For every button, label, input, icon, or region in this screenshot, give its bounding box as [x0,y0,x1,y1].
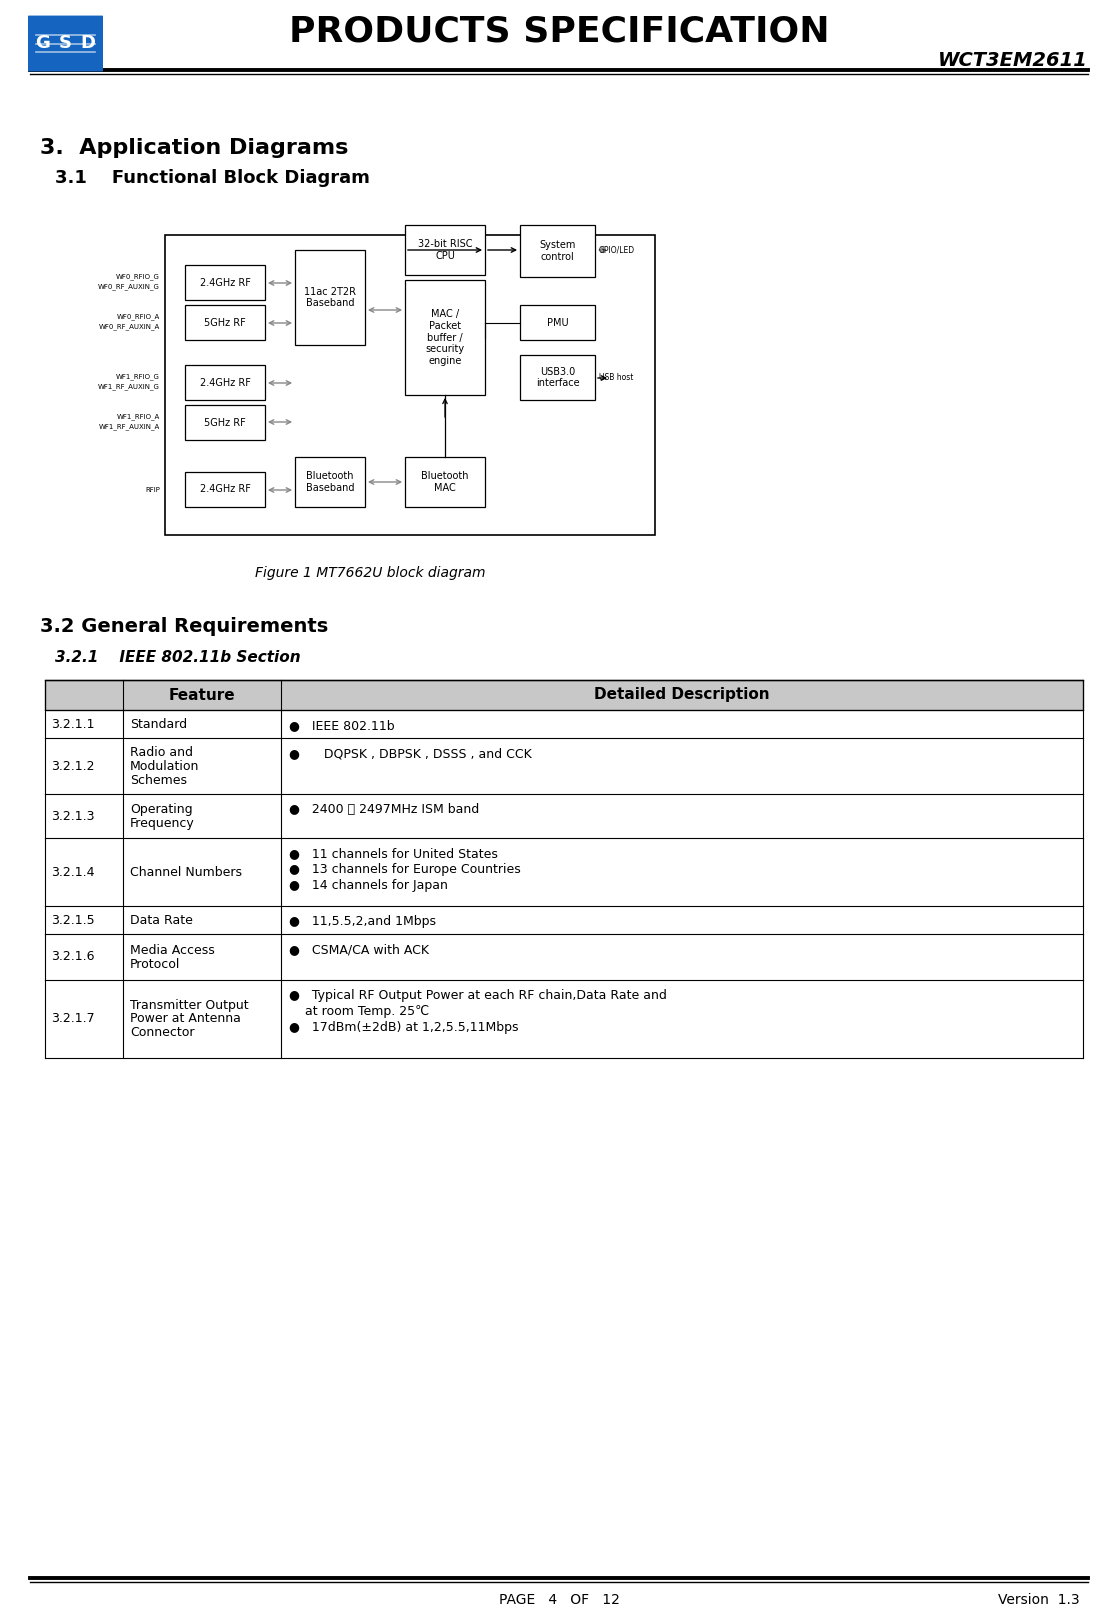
Bar [184,365,265,400]
Text: 5GHz RF: 5GHz RF [205,318,246,327]
Text: at room Temp. 25℃: at room Temp. 25℃ [288,1005,429,1018]
Bar [184,405,265,439]
Bar [184,472,265,507]
Bar [184,305,265,340]
Text: RFIP: RFIP [145,486,160,493]
Text: Power at Antenna: Power at Antenna [130,1013,240,1026]
Text: WF0_RFIO_G: WF0_RFIO_G [116,274,160,280]
Text: Transmitter Output: Transmitter Output [130,999,248,1012]
Text: USB3.0
interface: USB3.0 interface [536,366,579,389]
Text: Connector: Connector [130,1026,195,1039]
Bar [405,225,485,276]
Text: ●   11 channels for United States: ● 11 channels for United States [288,848,498,861]
Text: PAGE   4   OF   12: PAGE 4 OF 12 [499,1593,619,1606]
Text: 2.4GHz RF: 2.4GHz RF [199,378,250,387]
Text: Feature: Feature [169,687,235,702]
Text: 3.2.1    IEEE 802.11b Section: 3.2.1 IEEE 802.11b Section [55,650,301,666]
Bar [165,235,655,535]
Text: ●   CSMA/CA with ACK: ● CSMA/CA with ACK [288,943,429,956]
Bar [405,457,485,507]
Text: WF1_RFIO_A: WF1_RFIO_A [116,413,160,420]
Bar [45,679,1083,710]
Text: PRODUCTS SPECIFICATION: PRODUCTS SPECIFICATION [288,15,830,49]
Text: Figure 1 MT7662U block diagram: Figure 1 MT7662U block diagram [255,566,485,580]
Text: Bluetooth
Baseband: Bluetooth Baseband [305,472,354,493]
Bar [520,305,595,340]
Text: Version  1.3: Version 1.3 [998,1593,1080,1606]
Text: G: G [36,34,50,52]
Text: ●   11,5.5,2,and 1Mbps: ● 11,5.5,2,and 1Mbps [288,914,436,927]
Text: WF0_RF_AUXIN_A: WF0_RF_AUXIN_A [98,324,160,331]
Text: 3.2.1.4: 3.2.1.4 [51,866,95,879]
Text: ●   13 channels for Europe Countries: ● 13 channels for Europe Countries [288,862,521,875]
Text: MAC /
Packet
buffer /
security
engine: MAC / Packet buffer / security engine [426,310,465,366]
Text: 3.2.1.5: 3.2.1.5 [51,914,95,927]
Text: 2.4GHz RF: 2.4GHz RF [199,277,250,287]
Text: 3.2.1.7: 3.2.1.7 [51,1013,95,1026]
Text: Protocol: Protocol [130,958,180,971]
Text: Detailed Description: Detailed Description [594,687,770,702]
FancyBboxPatch shape [27,16,104,71]
Text: PMU: PMU [547,318,568,327]
Text: ●      DQPSK , DBPSK , DSSS , and CCK: ● DQPSK , DBPSK , DSSS , and CCK [288,747,532,760]
Text: Channel Numbers: Channel Numbers [130,866,241,879]
Text: Operating: Operating [130,802,192,815]
Text: 5GHz RF: 5GHz RF [205,418,246,428]
Text: USB host: USB host [599,373,634,381]
Text: WF1_RF_AUXIN_A: WF1_RF_AUXIN_A [98,423,160,430]
Bar [520,355,595,400]
Text: Radio and: Radio and [130,746,193,759]
Text: 3.2.1.1: 3.2.1.1 [51,718,95,731]
Text: ●   2400 ～ 2497MHz ISM band: ● 2400 ～ 2497MHz ISM band [288,802,480,815]
Text: 3.  Application Diagrams: 3. Application Diagrams [40,138,349,157]
Text: WF0_RFIO_A: WF0_RFIO_A [116,313,160,321]
Text: WF1_RF_AUXIN_G: WF1_RF_AUXIN_G [98,384,160,391]
Text: ●   Typical RF Output Power at each RF chain,Data Rate and: ● Typical RF Output Power at each RF cha… [288,989,666,1002]
Text: GPIO/LED: GPIO/LED [599,245,635,254]
Bar [405,280,485,396]
Text: 3.1    Functional Block Diagram: 3.1 Functional Block Diagram [55,169,370,186]
Text: Bluetooth
MAC: Bluetooth MAC [421,472,468,493]
Text: 32-bit RISC
CPU: 32-bit RISC CPU [418,240,472,261]
Text: Frequency: Frequency [130,817,195,830]
Text: Data Rate: Data Rate [130,914,193,927]
Text: 3.2.1.2: 3.2.1.2 [51,760,95,773]
Text: WCT3EM2611: WCT3EM2611 [938,50,1088,70]
Text: 3.2 General Requirements: 3.2 General Requirements [40,616,329,635]
Text: Schemes: Schemes [130,773,187,786]
Text: D: D [80,34,95,52]
Text: ●   17dBm(±2dB) at 1,2,5.5,11Mbps: ● 17dBm(±2dB) at 1,2,5.5,11Mbps [288,1021,519,1034]
Text: S: S [59,34,72,52]
Text: Media Access: Media Access [130,943,215,956]
Text: ●   IEEE 802.11b: ● IEEE 802.11b [288,720,395,733]
Text: 11ac 2T2R
Baseband: 11ac 2T2R Baseband [304,287,356,308]
Text: System
control: System control [539,240,576,263]
Bar [295,457,364,507]
Text: ●   14 channels for Japan: ● 14 channels for Japan [288,879,448,892]
Text: WF0_RF_AUXIN_G: WF0_RF_AUXIN_G [98,284,160,290]
Bar [520,225,595,277]
Text: WF1_RFIO_G: WF1_RFIO_G [116,373,160,381]
Text: 2.4GHz RF: 2.4GHz RF [199,485,250,494]
Bar [184,264,265,300]
Text: Standard: Standard [130,718,187,731]
Text: 3.2.1.3: 3.2.1.3 [51,809,95,822]
Text: Modulation: Modulation [130,760,199,773]
Text: 3.2.1.6: 3.2.1.6 [51,950,95,963]
Bar [295,250,364,345]
